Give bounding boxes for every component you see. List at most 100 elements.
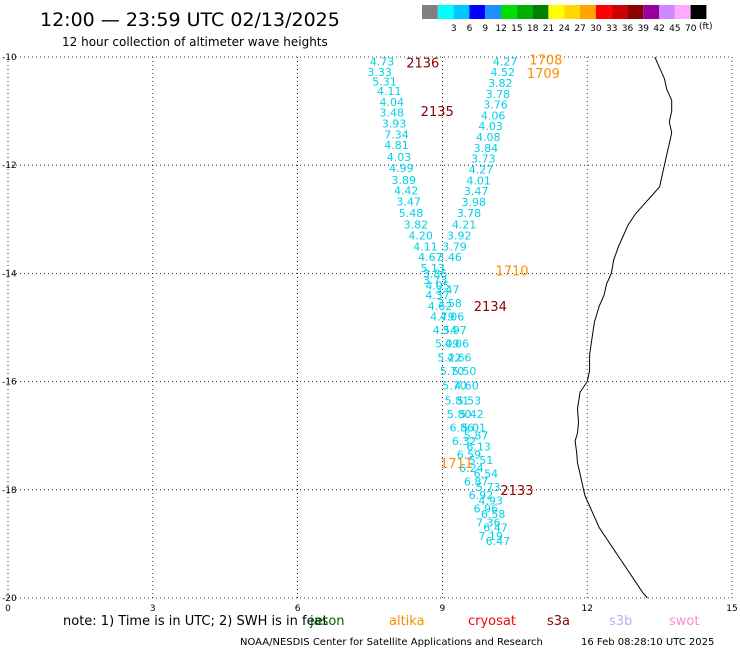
swh-value: 4.73 [370,55,395,68]
swh-value: 3.82 [404,219,429,232]
swh-value: 4.21 [452,219,477,232]
swh-value: 4.05 [425,279,450,292]
legend-swot: swot [669,614,699,629]
swh-value: 3.33 [367,66,392,79]
swh-value: 6.13 [466,441,491,454]
map-grid [7,56,733,599]
swh-value: 4.01 [466,174,491,187]
color-scale-swatch [532,5,549,19]
x-tick-label: 0 [5,604,11,614]
swh-value: 6.87 [464,476,489,489]
color-scale-swatch [595,5,612,19]
swh-value: 3.79 [442,240,467,253]
swh-value: 3.48 [379,107,404,120]
swh-value: 4.67 [418,251,443,264]
color-scale-swatch [437,5,454,19]
swh-value: 7.36 [476,516,501,529]
swh-value: 5.80 [447,408,472,421]
swh-value: 4.52 [490,66,515,79]
footer-note: note: 1) Time is in UTC; 2) SWH is in fe… [63,614,328,629]
color-scale-swatch [422,5,438,19]
swh-value: 5.48 [399,207,424,220]
color-scale-swatch [643,5,659,19]
color-scale-label: 70 [685,24,697,34]
color-scale-swatch [469,5,486,19]
swh-value: 4.27 [493,55,518,68]
swh-value: 6.24 [459,462,484,475]
y-tick-label: -12 [2,161,17,171]
y-tick-label: -10 [2,53,17,63]
color-scale-swatch [485,5,501,19]
color-scale-swatch [611,5,628,19]
swh-value: 5.01 [462,422,487,435]
swh-value: 3.73 [423,274,448,287]
swh-value: 3.47 [396,195,421,208]
color-scale-label: 21 [543,24,554,34]
swh-value: 4.99 [389,162,414,175]
color-scale-bar: 3 6 9 12 15 18 21 24 27 30 33 36 39 42 45 70 [422,5,707,34]
swh-value: 7.19 [478,530,503,543]
swh-value: 4.06 [481,109,506,122]
swh-value: 6.59 [457,449,482,462]
color-scale-swatch [580,5,596,19]
swh-value: 6.54 [474,468,499,481]
color-scale-swatch [501,5,517,19]
y-tick-label: -18 [2,486,17,496]
color-scale-label: 36 [622,24,634,34]
x-tick-label: 6 [295,604,301,614]
swh-value: 4.42 [394,185,419,198]
color-scale-swatch [516,5,533,19]
swh-value: 4.11 [377,85,402,98]
legend-s3b: s3b [609,614,632,629]
swh-value: 4.06 [445,338,470,351]
color-scale-swatch [548,5,565,19]
swh-value: 4.03 [387,151,412,164]
color-scale-label: 30 [590,24,602,34]
pass-time-label: 2133 [500,484,533,499]
swh-value: 3.98 [462,196,487,209]
swh-value: 4.54 [433,324,458,337]
swh-value: 3.86 [423,267,448,280]
y-tick-label: -14 [2,269,17,279]
swh-value: 5.31 [372,75,397,88]
color-scale-swatch [674,5,691,19]
swh-value: 3.46 [437,251,462,264]
color-scale-label: 3 [451,24,457,34]
legend-cryosat: cryosat [468,614,516,629]
swh-value: 5.70 [440,365,465,378]
color-scale-swatch [659,5,675,19]
legend-jason: jason [309,614,345,629]
swh-value: 3.89 [392,174,417,187]
x-tick-label: 12 [581,604,592,614]
swh-value: 3.78 [457,207,482,220]
y-tick-label: -20 [2,594,17,604]
swh-value: 5.81 [445,395,470,408]
color-scale-label: 39 [638,24,650,34]
map-axis-labels: 0 3 6 9 12 15 -10 -12 -14 -16 -18 -20 [2,53,738,614]
swh-value: 3.84 [474,142,499,155]
swh-value: 4.06 [440,311,465,324]
swh-value: 7.34 [384,128,409,141]
color-scale-label: 6 [467,24,473,34]
footer-timestamp: 16 Feb 08:28:10 UTC 2025 [581,637,714,648]
swh-value: 4.08 [476,131,501,144]
swh-value: 6.92 [469,489,494,502]
color-scale-label: 18 [527,24,539,34]
swh-value: 5.50 [452,365,477,378]
swh-value: 3.78 [486,88,511,101]
swh-value: 4.81 [384,139,409,152]
swh-value: 3.97 [442,324,467,337]
color-scale-label: 45 [669,24,680,34]
swh-value: 4.60 [454,379,479,392]
color-scale-label: 24 [559,24,571,34]
footer-credit: NOAA/NESDIS Center for Satellite Applica… [240,637,543,648]
swh-value: 3.92 [447,230,472,243]
swh-value: 4.62 [428,300,453,313]
swh-value: 5.87 [464,430,489,443]
swh-value: 4.27 [469,164,494,177]
color-scale-label: 33 [606,24,617,34]
swh-value: 5.73 [476,481,501,494]
color-scale-label: 27 [574,24,585,34]
color-scale-swatch [690,5,707,19]
